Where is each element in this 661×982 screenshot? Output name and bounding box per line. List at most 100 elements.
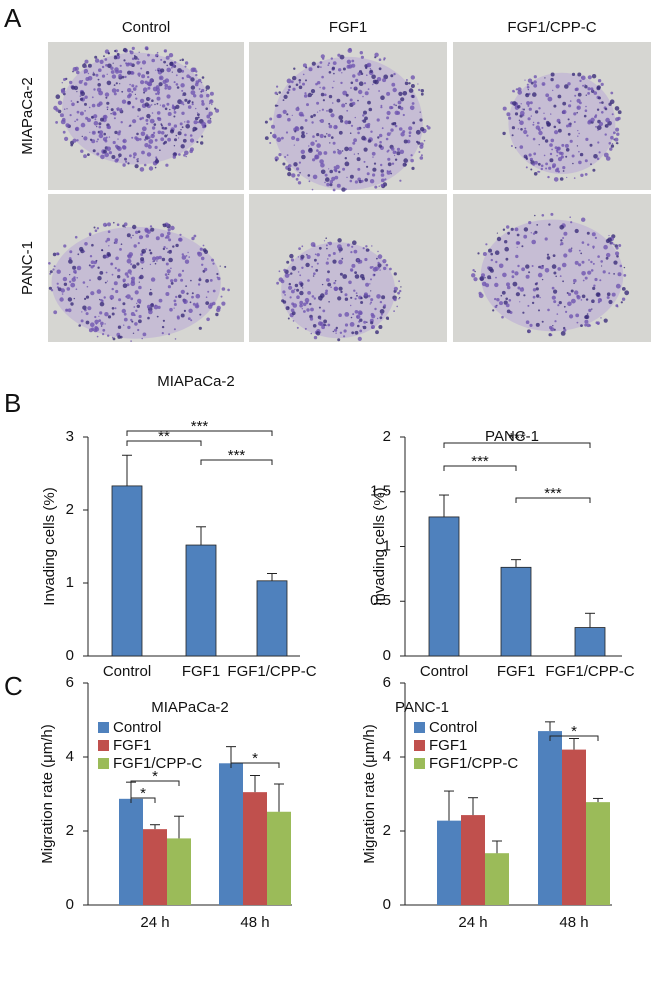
- stain-speck: [357, 153, 359, 155]
- stain-speck: [353, 249, 358, 254]
- stain-speck: [323, 319, 327, 324]
- stain-speck: [619, 264, 623, 268]
- stain-speck: [372, 173, 376, 177]
- stain-speck: [269, 142, 272, 144]
- stain-speck: [181, 255, 187, 260]
- stain-speck: [299, 171, 301, 174]
- stain-speck: [403, 158, 409, 163]
- stain-speck: [190, 77, 195, 82]
- stain-speck: [319, 110, 321, 112]
- stain-speck: [134, 164, 139, 169]
- stain-speck: [600, 317, 602, 319]
- stain-speck: [100, 117, 104, 122]
- stain-speck: [578, 150, 580, 153]
- stain-speck: [199, 94, 204, 98]
- stain-speck: [608, 299, 613, 305]
- stain-speck: [588, 308, 592, 312]
- stain-speck: [548, 166, 552, 170]
- legend-label: Control: [429, 719, 477, 736]
- stain-speck: [99, 311, 103, 315]
- stain-speck: [181, 269, 185, 272]
- stain-speck: [536, 224, 539, 226]
- stain-speck: [308, 67, 313, 72]
- stain-speck: [357, 336, 362, 341]
- stain-speck: [357, 72, 362, 76]
- stain-speck: [106, 108, 109, 111]
- stain-speck: [339, 251, 341, 253]
- stain-speck: [111, 155, 116, 159]
- stain-speck: [148, 145, 152, 149]
- stain-speck: [419, 118, 423, 122]
- stain-speck: [382, 78, 387, 83]
- stain-speck: [178, 273, 182, 277]
- stain-speck: [147, 136, 151, 140]
- stain-speck: [181, 58, 184, 62]
- stain-speck: [116, 52, 120, 56]
- stain-speck: [167, 231, 171, 236]
- stain-speck: [167, 122, 172, 127]
- stain-speck: [184, 150, 189, 156]
- stain-speck: [363, 82, 367, 85]
- stain-speck: [175, 295, 178, 299]
- micrograph: [453, 42, 651, 190]
- stain-speck: [193, 94, 197, 98]
- stain-speck: [82, 305, 87, 310]
- stain-speck: [292, 75, 297, 81]
- stain-speck: [295, 107, 300, 112]
- stain-speck: [597, 79, 602, 83]
- stain-speck: [505, 297, 509, 301]
- stain-speck: [557, 267, 561, 271]
- stain-speck: [130, 273, 132, 275]
- stain-speck: [127, 88, 132, 93]
- stain-speck: [55, 121, 58, 124]
- panel-label: A: [4, 3, 22, 33]
- stain-speck: [583, 114, 587, 118]
- stain-speck: [608, 142, 612, 145]
- stain-speck: [353, 153, 356, 155]
- stain-speck: [584, 84, 586, 86]
- stain-speck: [95, 259, 98, 262]
- stain-speck: [133, 156, 136, 159]
- stain-speck: [306, 103, 309, 107]
- stain-speck: [196, 140, 199, 144]
- stain-speck: [357, 131, 360, 135]
- stain-speck: [394, 124, 398, 128]
- stain-speck: [330, 57, 333, 60]
- stain-speck: [573, 112, 577, 116]
- stain-haze: [480, 219, 624, 332]
- stain-speck: [150, 104, 153, 106]
- stain-speck: [122, 280, 125, 283]
- stain-speck: [363, 147, 368, 152]
- stain-speck: [157, 69, 160, 72]
- stain-speck: [502, 106, 507, 111]
- stain-speck: [534, 230, 538, 234]
- stain-speck: [603, 152, 609, 158]
- stain-speck: [332, 150, 336, 154]
- stain-speck: [584, 109, 588, 112]
- stain-speck: [287, 117, 291, 122]
- stain-speck: [76, 139, 79, 142]
- stain-speck: [93, 226, 96, 229]
- stain-haze: [281, 242, 396, 339]
- stain-speck: [199, 277, 201, 279]
- legend-swatch: [98, 740, 109, 751]
- stain-speck: [166, 102, 170, 106]
- stain-speck: [595, 125, 597, 128]
- stain-speck: [295, 83, 299, 87]
- bar: [185, 544, 217, 657]
- stain-speck: [94, 58, 100, 63]
- stain-speck: [334, 169, 338, 173]
- stain-speck: [180, 278, 184, 282]
- stain-speck: [616, 254, 619, 258]
- stain-speck: [287, 317, 290, 320]
- stain-speck: [167, 112, 172, 116]
- stain-speck: [582, 84, 585, 87]
- stain-speck: [358, 89, 363, 95]
- stain-speck: [173, 299, 177, 303]
- stain-speck: [158, 298, 163, 303]
- stain-speck: [216, 307, 221, 313]
- stain-speck: [319, 133, 324, 139]
- stain-speck: [105, 96, 108, 99]
- stain-speck: [614, 137, 619, 142]
- stain-speck: [391, 82, 396, 87]
